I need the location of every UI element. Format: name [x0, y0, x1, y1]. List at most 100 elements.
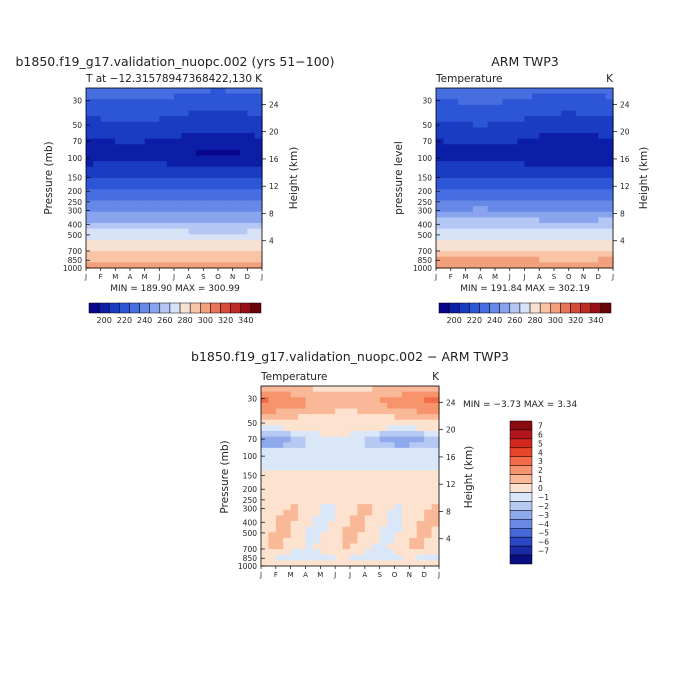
heatmap-cell [283, 419, 292, 426]
heatmap-cell [305, 560, 314, 567]
heatmap-cell [283, 532, 292, 539]
heatmap-cell [568, 161, 577, 168]
heatmap-cell [424, 481, 433, 488]
heatmap-cell [436, 161, 444, 168]
heatmap-cell [203, 183, 212, 190]
heatmap-cell [188, 161, 197, 168]
heatmap-cell [100, 133, 109, 140]
heatmap-cell [350, 391, 359, 398]
heatmap-cell [502, 200, 511, 207]
heatmap-cell [240, 178, 248, 185]
heatmap-cell [305, 425, 314, 432]
heatmap-cell [436, 172, 444, 179]
heatmap-cell [196, 110, 204, 117]
heatmap-cell [487, 251, 496, 258]
heatmap-cell [394, 425, 403, 432]
heatmap-cell [93, 211, 102, 218]
heatmap-cell [218, 189, 226, 196]
heatmap-cell [232, 144, 241, 151]
heatmap-cell [305, 402, 314, 410]
heatmap-cell [436, 239, 444, 247]
heatmap-cell [122, 161, 131, 168]
heatmap-cell [174, 178, 182, 185]
heatmap-cell [210, 133, 219, 140]
heatmap-cell [576, 178, 585, 185]
heatmap-cell [416, 509, 425, 516]
x-tick-label: S [201, 273, 206, 281]
heatmap-cell [232, 149, 241, 157]
heatmap-cell [290, 459, 299, 466]
heatmap-cell [394, 526, 403, 533]
heatmap-cell [342, 453, 351, 460]
heatmap-cell [401, 532, 410, 539]
heatmap-cell [364, 464, 373, 471]
y-tick-label: 30 [422, 97, 432, 106]
heatmap-cell [487, 211, 496, 218]
heatmap-cell [450, 116, 459, 123]
heatmap-cell [305, 515, 314, 522]
heatmap-cell [203, 194, 212, 202]
colorbar-swatch [509, 456, 533, 466]
heatmap-cell [327, 414, 336, 421]
colorbar-label: 3 [538, 457, 543, 466]
heatmap-cell [379, 537, 388, 545]
heatmap-cell [290, 537, 299, 545]
heatmap-cell [561, 206, 570, 213]
heatmap-cell [335, 549, 344, 556]
heatmap-cell [268, 481, 277, 488]
heatmap-cell [240, 144, 248, 151]
heatmap-cell [225, 155, 234, 162]
x-tick-label: A [186, 273, 191, 281]
heatmap-cell [509, 172, 518, 179]
heatmap-cell [546, 256, 555, 263]
heatmap-cell [450, 144, 459, 151]
heatmap-cell [93, 116, 102, 123]
heatmap-cell [465, 104, 474, 112]
heatmap-cell [166, 166, 175, 173]
heatmap-cell [605, 172, 614, 179]
heatmap-cell [495, 166, 503, 173]
heatmap-cell [290, 515, 299, 522]
heatmap-cell [561, 256, 570, 263]
heatmap-cell [218, 234, 226, 241]
heatmap-cell [196, 245, 204, 252]
heatmap-cell [122, 149, 131, 157]
heatmap-cell [115, 234, 124, 241]
heatmap-cell [93, 234, 102, 241]
heatmap-cell [539, 121, 548, 128]
heatmap-cell [159, 116, 168, 123]
heatmap-cell [531, 127, 540, 134]
heatmap-cell [416, 537, 425, 545]
heatmap-cell [539, 228, 548, 235]
heatmap-cell [416, 408, 425, 415]
panel-title: b1850.f19_g17.validation_nuopc.002 (yrs … [15, 54, 334, 69]
heatmap-cell [100, 110, 109, 117]
heatmap-cell [218, 172, 226, 179]
heatmap-cell [137, 194, 146, 202]
heatmap-cell [144, 172, 153, 179]
heatmap-cell [283, 560, 292, 567]
heatmap-cell [305, 447, 314, 455]
heatmap-cell [357, 549, 366, 556]
heatmap-cell [590, 256, 599, 263]
heatmap-cell [583, 138, 592, 145]
heatmap-cell [502, 217, 511, 224]
heatmap-cell [357, 464, 366, 471]
heatmap-cell [108, 200, 116, 207]
heatmap-cell [546, 88, 555, 95]
heatmap-cell [387, 453, 396, 460]
heatmap-cell [218, 183, 226, 190]
heatmap-cell [268, 419, 277, 426]
heatmap-cell [225, 138, 234, 145]
heatmap-cell [254, 149, 263, 157]
heatmap-cell [298, 532, 307, 539]
heatmap-cell [247, 211, 256, 218]
heatmap-cell [424, 549, 433, 556]
heatmap-cell [364, 436, 373, 443]
heatmap-cell [210, 138, 219, 145]
heatmap-cell [583, 116, 592, 123]
heatmap-cell [320, 476, 329, 483]
heatmap-cell [416, 526, 425, 533]
heatmap-cell [275, 537, 284, 545]
colorbar: 200 220 240 260 280 300 320 340 [88, 302, 262, 325]
